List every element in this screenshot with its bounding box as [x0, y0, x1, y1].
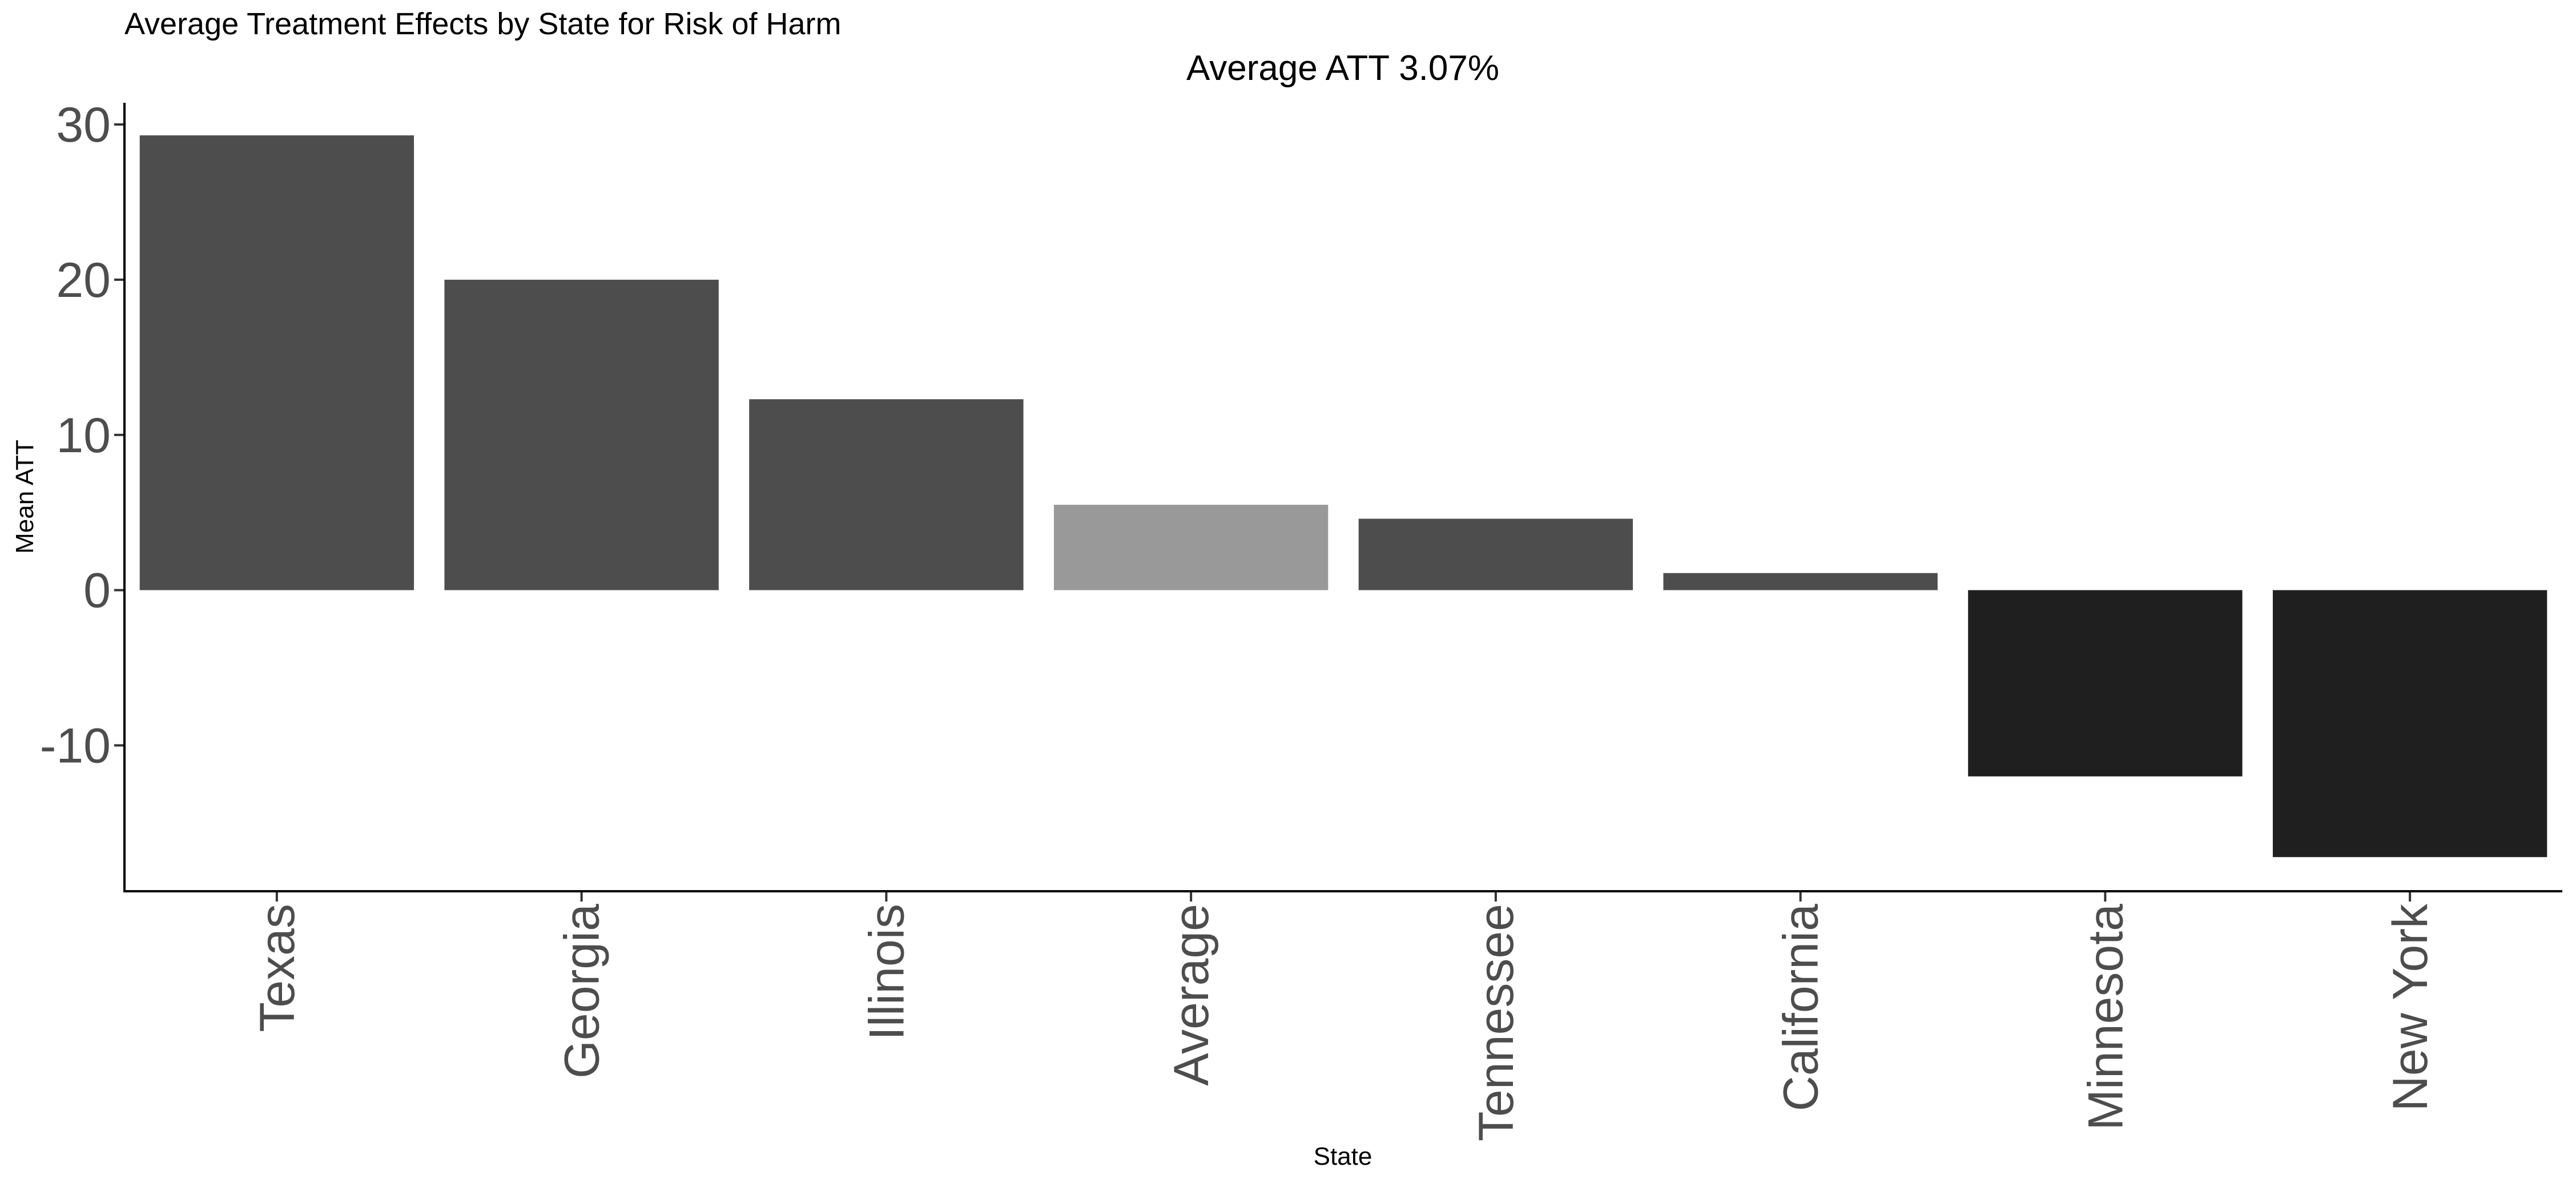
bar-average: [1053, 505, 1329, 590]
x-axis-title: State: [1314, 1142, 1372, 1170]
y-tick-label: 20: [56, 253, 111, 308]
chart-title: Average Treatment Effects by State for R…: [124, 7, 842, 41]
y-axis-ticks: -10 0 10 20 30: [40, 98, 124, 773]
x-tick-label: Tennessee: [1469, 904, 1524, 1141]
bar-tennessee: [1358, 518, 1633, 590]
y-tick-label: -10: [40, 718, 111, 773]
bar-new-york: [2272, 590, 2547, 858]
y-tick-label: 10: [56, 408, 111, 463]
x-tick-label: New York: [2383, 903, 2438, 1111]
x-tick-label: Average: [1164, 904, 1219, 1086]
y-tick-label: 0: [83, 564, 111, 618]
bar-georgia: [444, 279, 719, 590]
x-axis-ticks: Texas Georgia Illinois Average Tennessee Cali…: [250, 891, 2438, 1141]
x-tick-label: Georgia: [555, 904, 610, 1079]
bar-california: [1663, 573, 1938, 590]
bars-group: [139, 135, 2547, 858]
x-tick-label: Minnesota: [2078, 904, 2133, 1130]
x-tick-label: Texas: [250, 904, 305, 1032]
x-tick-label: California: [1774, 904, 1829, 1111]
chart-subtitle: Average ATT 3.07%: [1186, 49, 1499, 88]
bar-minnesota: [1968, 590, 2243, 776]
y-tick-label: 30: [56, 98, 111, 152]
bar-texas: [139, 135, 414, 590]
bar-illinois: [749, 399, 1024, 590]
y-axis-title: Mean ATT: [11, 440, 39, 554]
x-tick-label: Illinois: [859, 904, 914, 1040]
